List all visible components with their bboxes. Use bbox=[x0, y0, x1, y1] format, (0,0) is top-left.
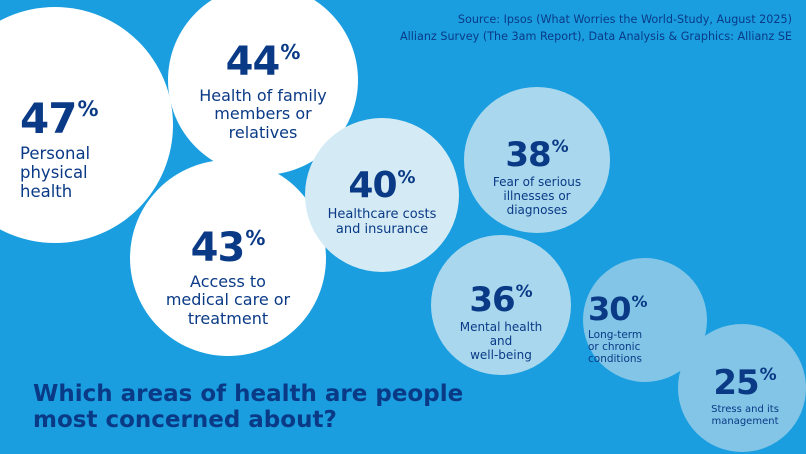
value-number: 47 bbox=[20, 94, 77, 143]
category-label-line: Health of family bbox=[199, 86, 327, 105]
bubble-label: 44% Health of family members or relatives bbox=[175, 42, 351, 142]
value-unit: % bbox=[397, 166, 416, 188]
source-line: Allianz Survey (The 3am Report), Data An… bbox=[400, 29, 792, 43]
category-label-line: Healthcare costs bbox=[327, 207, 437, 222]
category-label: Access to medical care or treatment bbox=[140, 272, 316, 328]
value-unit: % bbox=[77, 97, 99, 122]
chart-title-line: Which areas of health are people bbox=[33, 381, 464, 407]
source-note: Source: Ipsos (What Worries the World-St… bbox=[400, 12, 792, 46]
category-label-line: Fear of serious bbox=[492, 175, 582, 189]
chart-title: Which areas of health are people most co… bbox=[33, 381, 463, 434]
value-label: 30% bbox=[588, 293, 702, 325]
category-label-line: well-being bbox=[470, 347, 532, 362]
category-label: Personal physical health bbox=[20, 144, 170, 202]
chart-title-line: most concerned about? bbox=[33, 407, 337, 434]
value-label: 44% bbox=[175, 42, 351, 82]
category-label-line: Access to bbox=[190, 272, 266, 291]
bubble-label: 25% Stress and its management bbox=[690, 366, 800, 427]
category-label: Stress and its management bbox=[690, 404, 800, 427]
value-unit: % bbox=[551, 137, 569, 158]
bubble bbox=[130, 160, 326, 356]
category-label-line: relatives bbox=[228, 122, 298, 142]
category-label-line: diagnoses bbox=[506, 202, 568, 217]
value-unit: % bbox=[280, 40, 301, 64]
category-label-line: conditions bbox=[588, 353, 643, 366]
value-number: 30 bbox=[588, 290, 632, 328]
category-label-line: and bbox=[489, 333, 513, 348]
category-label-line: Personal bbox=[20, 144, 91, 163]
category-label-line: or chronic bbox=[588, 341, 641, 354]
value-number: 40 bbox=[348, 165, 397, 206]
value-unit: % bbox=[515, 282, 533, 303]
value-unit: % bbox=[245, 226, 266, 250]
value-label: 38% bbox=[474, 138, 600, 172]
value-number: 43 bbox=[190, 225, 246, 271]
category-label-line: and insurance bbox=[335, 221, 429, 237]
category-label-line: members or bbox=[214, 104, 312, 124]
value-label: 43% bbox=[140, 228, 316, 268]
category-label: Mental health and well-being bbox=[440, 320, 562, 362]
category-label-line: physical bbox=[20, 162, 88, 182]
category-label: Fear of serious illnesses or diagnoses bbox=[474, 175, 600, 217]
category-label-line: treatment bbox=[187, 308, 269, 328]
value-label: 47% bbox=[20, 98, 170, 140]
value-label: 36% bbox=[440, 283, 562, 317]
category-label-line: medical care or bbox=[165, 290, 291, 310]
source-line: Source: Ipsos (What Worries the World-St… bbox=[457, 13, 792, 26]
bubble bbox=[305, 118, 459, 272]
bubble-label: 36% Mental health and well-being bbox=[440, 283, 562, 362]
value-number: 36 bbox=[469, 280, 515, 320]
bubble-label: 47% Personal physical health bbox=[20, 98, 170, 202]
bubble-label: 38% Fear of serious illnesses or diagnoses bbox=[474, 138, 600, 217]
bubble-label: 40% Healthcare costs and insurance bbox=[316, 168, 448, 238]
category-label-line: illnesses or bbox=[503, 188, 571, 203]
category-label-line: Long-term bbox=[588, 329, 643, 341]
value-number: 25 bbox=[713, 363, 759, 403]
bubble bbox=[678, 324, 806, 452]
value-label: 25% bbox=[690, 366, 800, 400]
category-label-line: health bbox=[20, 181, 73, 201]
bubble-label: 43% Access to medical care or treatment bbox=[140, 228, 316, 328]
category-label-line: management bbox=[711, 415, 779, 427]
category-label-line: Mental health bbox=[459, 320, 543, 334]
bubble bbox=[431, 235, 571, 375]
value-label: 40% bbox=[316, 168, 448, 204]
category-label-line: Stress and its bbox=[711, 404, 779, 415]
value-unit: % bbox=[759, 365, 777, 386]
value-number: 38 bbox=[505, 135, 551, 175]
value-unit: % bbox=[631, 292, 648, 312]
value-number: 44 bbox=[225, 39, 281, 85]
category-label: Long-term or chronic conditions bbox=[588, 329, 702, 365]
category-label: Healthcare costs and insurance bbox=[316, 207, 448, 238]
bubble-label: 30% Long-term or chronic conditions bbox=[588, 293, 702, 365]
bubble bbox=[464, 87, 610, 233]
category-label: Health of family members or relatives bbox=[175, 86, 351, 142]
